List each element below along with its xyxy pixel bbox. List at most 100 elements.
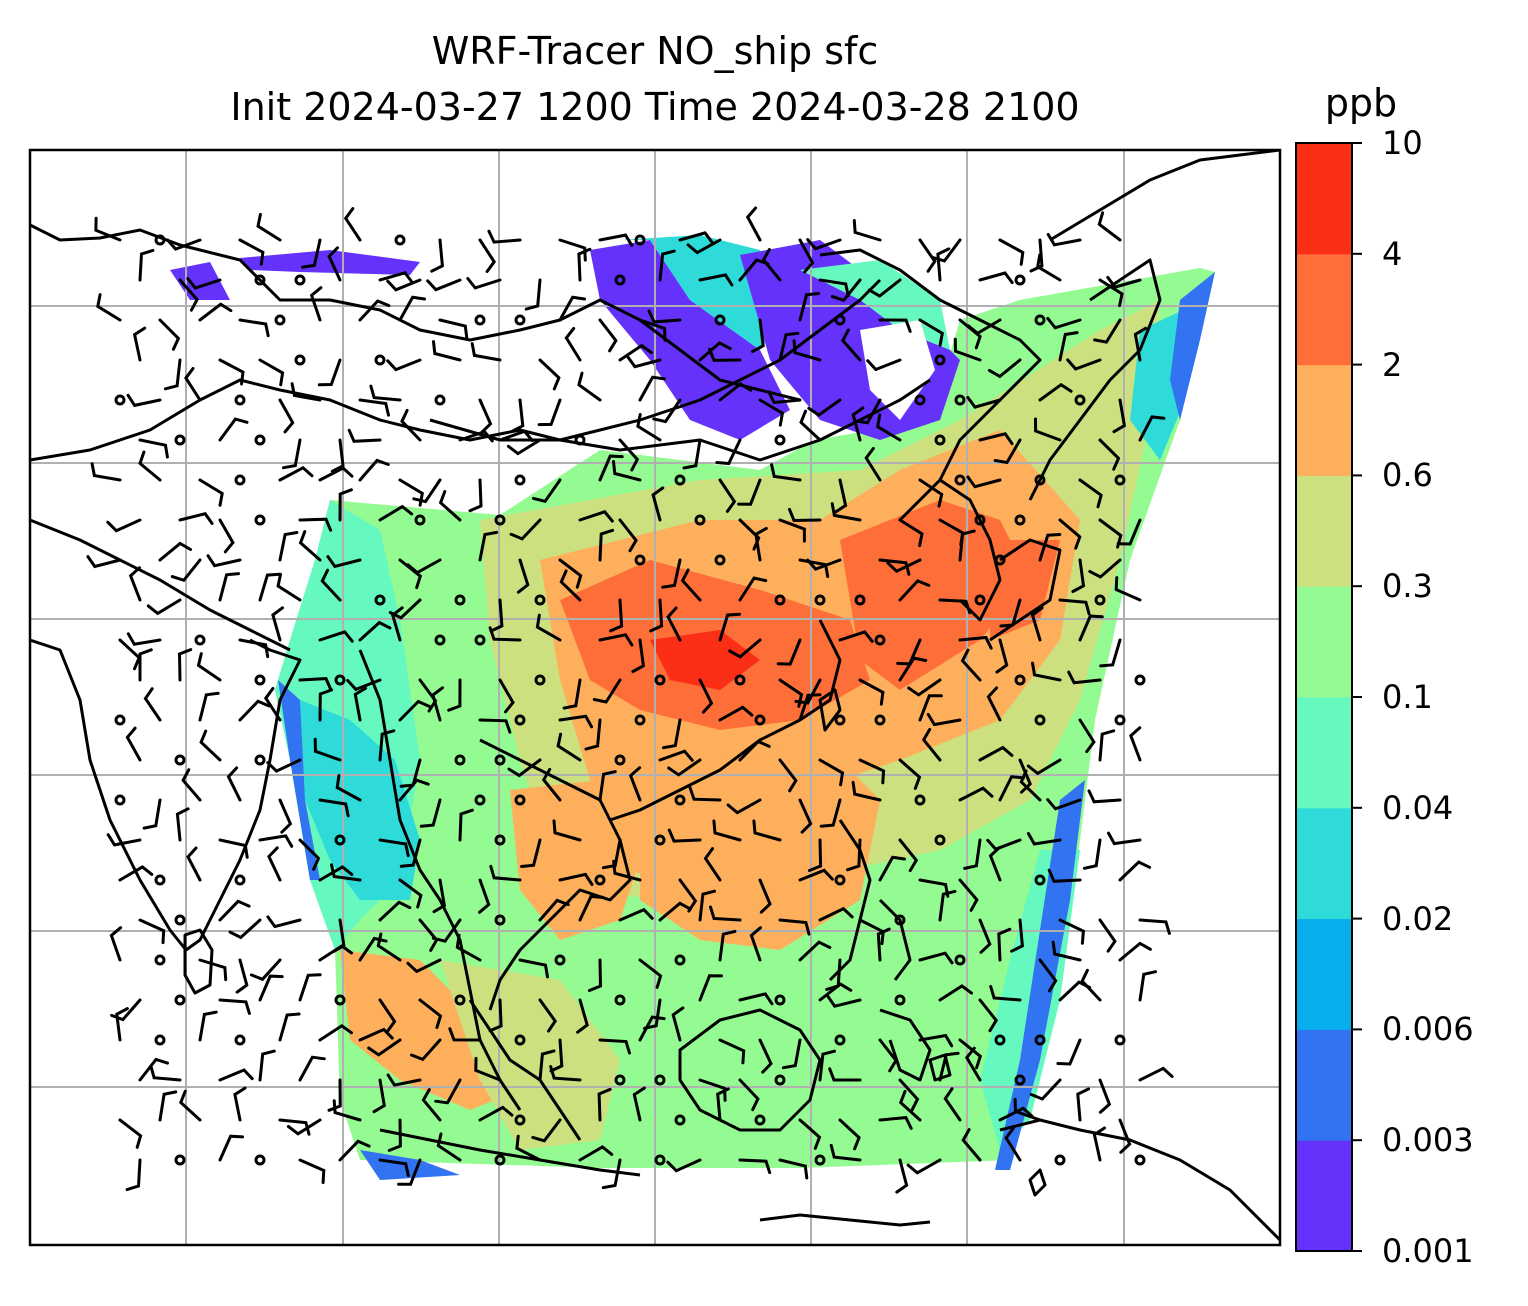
calm-marker [234,874,246,886]
wind-barb [1018,758,1032,794]
wind-barb [577,371,602,402]
wind-barb [158,541,192,562]
wind-barb [826,994,862,1008]
wind-barb [1051,940,1082,962]
wind-barb [758,398,785,427]
wind-barb [318,630,354,643]
wind-barb [400,408,422,442]
wind-barb [738,739,771,762]
wind-barb [936,247,951,282]
wind-barb [798,868,834,882]
india-north-border [30,518,291,652]
java-coastline [759,1213,931,1227]
wind-barb [1118,1118,1132,1154]
wind-barb [94,216,122,242]
wind-barb [638,958,663,989]
wind-barb [963,838,982,870]
calm-marker [994,1034,1006,1046]
calm-marker [634,714,646,726]
wind-barb [649,598,664,633]
calm-marker [934,354,946,366]
calm-marker [734,674,746,686]
wind-barb [298,838,321,871]
wind-barb [332,1099,362,1122]
wind-barb [531,1118,562,1143]
wind-barb [960,648,982,682]
wind-barb [898,579,931,602]
wind-barbs [86,206,1174,1194]
calm-marker [1074,394,1086,406]
wind-barb [854,398,882,425]
wind-barb [612,859,642,882]
wind-barb [778,331,800,362]
colorbar-segment [1296,1140,1352,1252]
wind-barb [698,974,723,1002]
wind-barb [218,572,240,602]
wind-barb [431,918,462,943]
wind-barb [346,678,382,692]
wind-barb [758,878,772,914]
wind-barb [943,1087,962,1122]
wind-barb [158,1090,178,1122]
wind-barb [206,554,242,568]
wind-barb [698,341,732,362]
wind-barb [258,358,285,387]
wind-barb [878,318,912,333]
taiwan-coastline [818,688,842,732]
wind-barb [298,973,322,1002]
calm-marker [254,434,266,446]
calm-marker [1014,674,1026,686]
sri-lanka-coastline [183,928,214,995]
calm-marker [614,754,626,766]
wind-barb [1087,789,1122,804]
wind-barb [1138,970,1157,1002]
wind-barb [598,318,618,353]
wind-barb [410,1038,442,1062]
wind-barb [662,718,682,750]
wind-barb [667,828,702,843]
wind-barb [518,958,549,979]
calm-marker [774,594,786,606]
pacific-edge-low-field [995,780,1085,1170]
wind-barb [1098,438,1121,471]
wind-barb [358,936,388,962]
wind-barb [651,486,665,522]
wind-barb [988,846,1002,882]
wind-barb [895,1158,909,1194]
wind-barb [96,293,122,322]
wind-barb [558,558,583,589]
wind-barb [712,819,742,842]
calm-marker [994,554,1006,566]
wind-barb [749,926,762,962]
wind-barb [898,1078,920,1112]
wind-barb [926,712,962,727]
wind-barb [367,1038,402,1057]
wind-barb [737,478,762,506]
wind-barb [878,558,911,576]
wind-barb [1099,638,1122,668]
wind-barb [538,998,558,1033]
wind-barb [378,271,414,284]
wind-barb [166,238,202,251]
wind-barb [1029,1078,1062,1101]
wind-barb [498,678,515,714]
calm-marker [174,754,186,766]
wind-barb [898,758,922,790]
wind-barb [587,958,603,992]
wind-barb [327,1078,342,1112]
wind-barb [1138,1066,1174,1082]
wind-barb [149,1064,182,1082]
wind-barb [598,633,634,647]
calm-marker [454,594,466,606]
wind-barb [1080,968,1102,1002]
wind-barb [818,982,853,1002]
wind-barb [541,767,562,802]
wind-barb [1034,417,1062,442]
calm-marker [1134,674,1146,686]
wind-barb [298,677,333,691]
wind-barb [106,518,142,533]
wind-barb [958,635,993,650]
malay-peninsula-coastline [468,999,582,1141]
wind-barb [549,1065,582,1082]
wind-barb [726,798,762,815]
